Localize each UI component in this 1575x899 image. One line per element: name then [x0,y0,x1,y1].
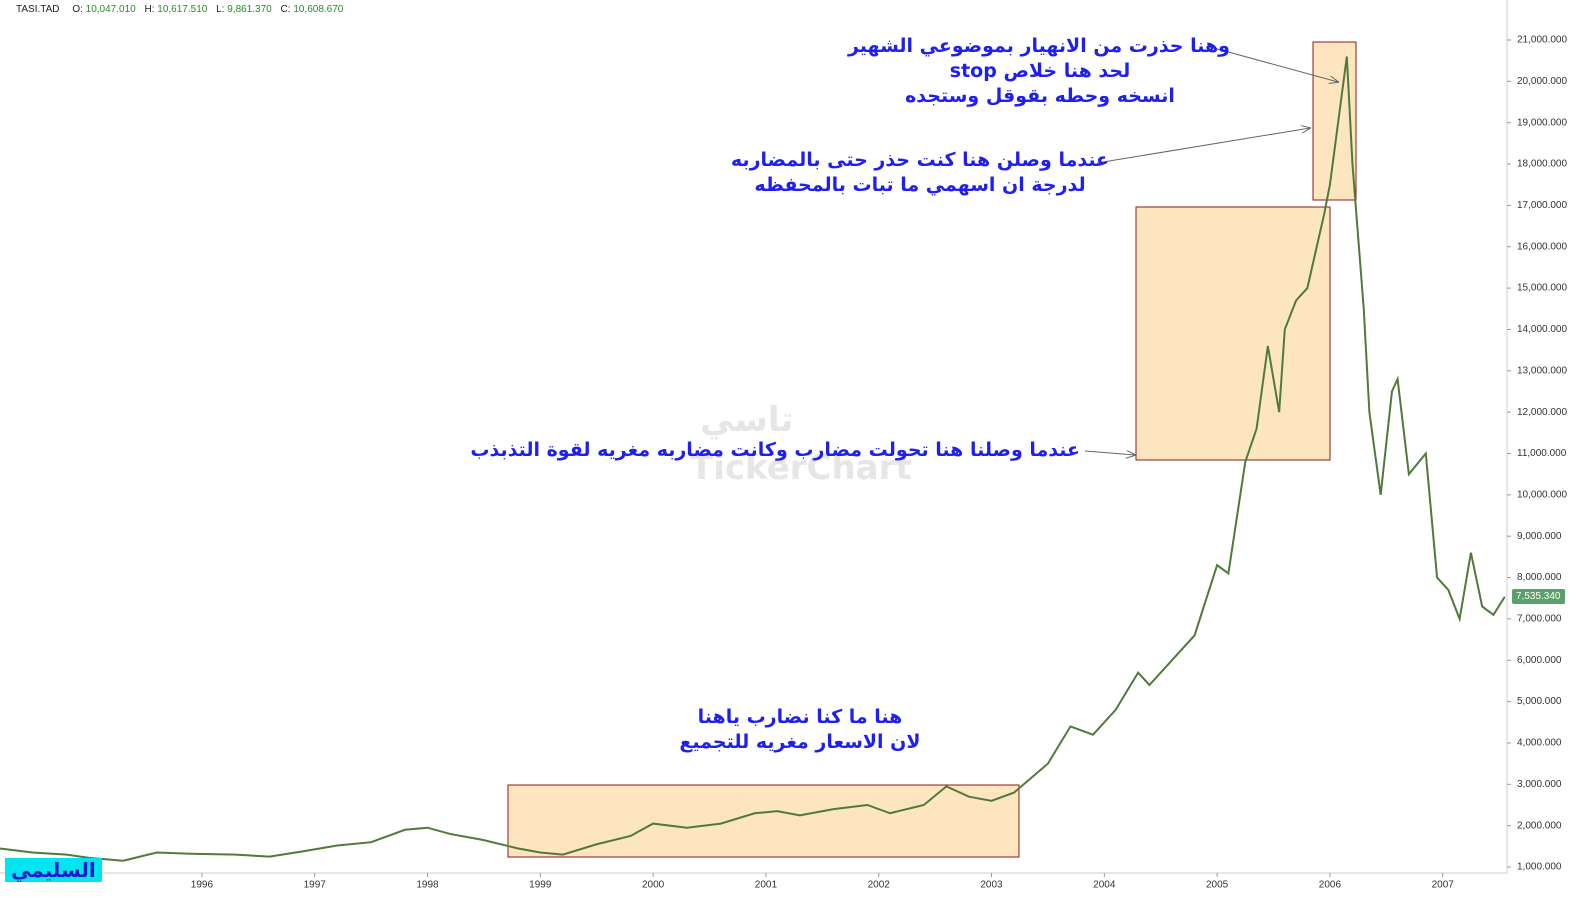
last-price-label: 7,535.340 [1512,588,1565,604]
y-tick-label: 3,000.000 [1517,779,1562,790]
x-tick-label: 1998 [416,880,439,891]
y-tick-label: 15,000.000 [1517,283,1567,294]
x-tick-label: 1999 [529,880,552,891]
y-tick-label: 9,000.000 [1517,531,1562,542]
y-tick-label: 18,000.000 [1517,159,1567,170]
x-tick-label: 2006 [1319,880,1342,891]
annotation: عندما وصلن هنا كنت حذر حتى بالمضاربه لدرج… [720,148,1120,198]
ohlc-value: 10,617.510 [157,4,208,15]
watermark: تاسي [700,400,794,440]
annotation-line: وهنا حذرت من الانهيار بموضوعي الشهير [847,35,1230,57]
y-tick-label: 5,000.000 [1517,696,1562,707]
arrow [1096,128,1310,164]
ohlc-label: L: [216,4,225,15]
y-tick-label: 20,000.000 [1517,76,1567,87]
annotation-line: لان الاسعار مغريه للتجميع [679,731,921,753]
ohlc-label: C: [280,4,291,15]
signature: السليمي [5,858,102,882]
y-tick-label: 2,000.000 [1517,820,1562,831]
ohlc-value: 10,047.010 [85,4,136,15]
watermark: TickerChart [690,448,912,488]
x-tick-label: 2001 [755,880,778,891]
arrow [1084,451,1135,455]
y-tick-label: 8,000.000 [1517,572,1562,583]
annotation-line: لدرجة ان اسهمي ما تبات بالمحفظه [754,174,1086,196]
price-line [0,56,1506,862]
x-tick-label: 2000 [642,880,665,891]
annotation-line: انسخه وحطه بقوقل وستجده [905,85,1175,107]
x-tick-label: 2004 [1093,880,1116,891]
y-tick-label: 4,000.000 [1517,738,1562,749]
x-tick-label: 2002 [868,880,891,891]
ohlc-value: 10,608.670 [293,4,344,15]
annotation: هنا ما كنا نضارب ياهنا لان الاسعار مغريه … [640,705,960,755]
symbol: TASI.TAD [16,4,60,15]
x-tick-label: 1997 [304,880,327,891]
y-tick-label: 17,000.000 [1517,200,1567,211]
x-tick-label: 1996 [191,880,214,891]
y-tick-label: 16,000.000 [1517,241,1567,252]
annotation-line: عندما وصلنا هنا تحولت مضارب وكانت مضاربه… [470,439,1080,461]
boxes [507,41,1357,858]
annotation-line: هنا ما كنا نضارب ياهنا [697,706,903,728]
annotation-line: عندما وصلن هنا كنت حذر حتى بالمضاربه [730,149,1110,171]
x-tick-label: 2007 [1432,880,1455,891]
y-tick-label: 21,000.000 [1517,35,1567,46]
y-tick-label: 1,000.000 [1517,862,1562,873]
annotation: وهنا حذرت من الانهيار بموضوعي الشهير لحد … [847,34,1230,109]
y-tick-label: 12,000.000 [1517,407,1567,418]
ohlc-label: H: [144,4,155,15]
y-tick-label: 6,000.000 [1517,655,1562,666]
region-box [507,784,1020,858]
y-tick-label: 10,000.000 [1517,489,1567,500]
annotation: عندما وصلنا هنا تحولت مضارب وكانت مضاربه… [470,438,1080,463]
y-tick-label: 13,000.000 [1517,365,1567,376]
x-tick-label: 2005 [1206,880,1229,891]
annotation-line: لحد هنا خلاص stop [949,60,1131,82]
y-tick-label: 11,000.000 [1517,448,1567,459]
ohlc-value: 9,861.370 [227,4,272,15]
region-box [1312,41,1357,201]
x-tick-label: 2003 [980,880,1003,891]
header: TASI.TAD O: 10,047.010 H: 10,617.510 L: … [16,4,349,15]
y-tick-label: 14,000.000 [1517,324,1567,335]
ohlc-label: O: [72,4,83,15]
region-box [1135,206,1331,461]
y-tick-label: 19,000.000 [1517,117,1567,128]
y-tick-label: 7,000.000 [1517,614,1562,625]
arrow [1209,46,1338,82]
